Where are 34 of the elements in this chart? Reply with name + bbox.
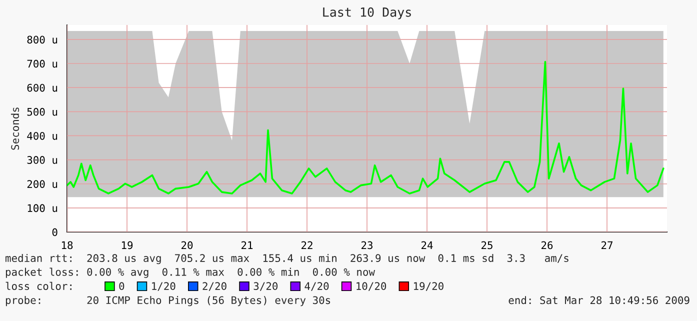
legend-label: 3/20	[254, 282, 278, 291]
y-tick-label: 400 u	[27, 132, 58, 140]
x-tick-label: 27	[602, 241, 612, 249]
line-series	[67, 60, 664, 194]
x-tick-label: 18	[62, 241, 73, 250]
text: packet loss: 0.00 % avg 0.11 % max 0.00 % min 0.00 % now	[6, 268, 376, 278]
y-tick-label: 600 u	[27, 84, 58, 92]
legend-label: 19/20	[414, 282, 444, 291]
legend-label: 0	[119, 282, 124, 290]
y-tick-label: 700 u	[27, 60, 58, 68]
y-tick-label: 800 u	[27, 36, 58, 44]
x-tick-label: 25	[482, 241, 492, 250]
y-axis-title: Seconds	[10, 108, 20, 150]
x-tick-label: 24	[422, 241, 433, 249]
text: end: Sat Mar 28 10:49:56 2009	[508, 296, 690, 304]
chart-title: Last 10 Days	[323, 7, 411, 20]
x-tick-label: 20	[182, 241, 193, 250]
y-tick-label: 100 u	[28, 204, 58, 212]
text: median rtt: 203.8 us avg 705.2 us max 155.4 us min 263.9 us now 0.1 ms sd 3.3 am/s	[6, 254, 568, 264]
legend-label: 4/20	[304, 282, 329, 291]
x-tick-label: 26	[542, 241, 553, 250]
y-tick-label: 0	[52, 228, 58, 236]
x-tick-label: 23	[362, 241, 372, 250]
y-tick-label: 500 u	[27, 108, 58, 116]
text: probe: 20 ICMP Echo Pings (56 Bytes) every 30s	[6, 296, 330, 306]
x-tick-label: 21	[242, 241, 253, 249]
legend-title: loss color:	[6, 282, 72, 290]
y-tick-label: 300 u	[27, 156, 58, 164]
legend-label: 2/20	[202, 282, 226, 291]
x-tick-label: 22	[302, 241, 312, 249]
legend-label: 10/20	[356, 282, 386, 291]
y-tick-label: 200 u	[27, 180, 58, 188]
legend-label: 1/20	[152, 282, 176, 291]
x-tick-label: 19	[122, 241, 133, 250]
